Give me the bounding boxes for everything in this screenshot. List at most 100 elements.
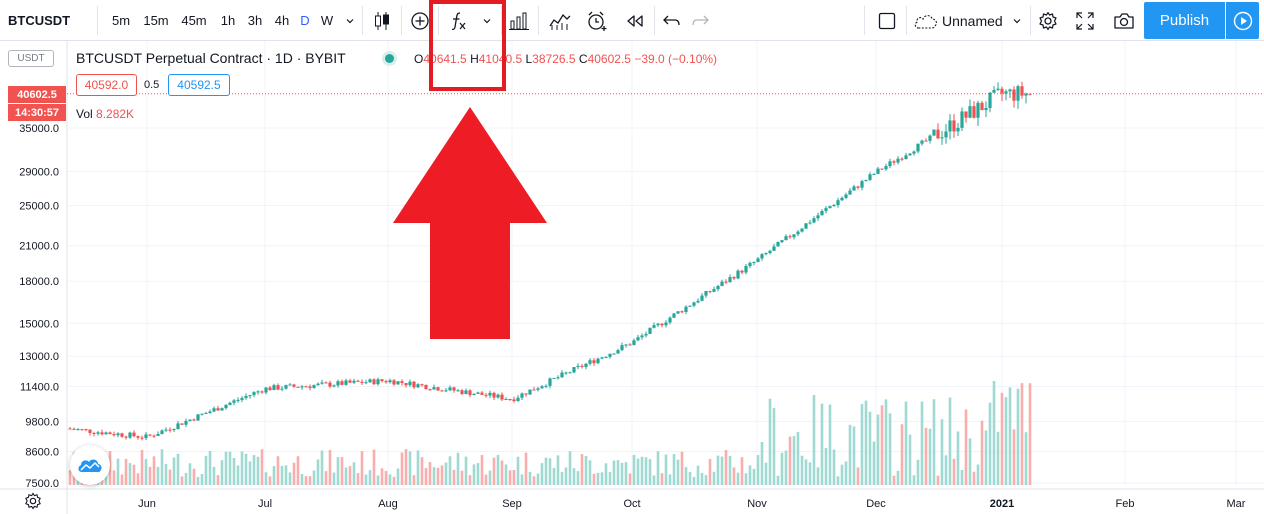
candle-body — [148, 434, 152, 436]
open-label: O — [414, 52, 424, 66]
volume-bar — [1016, 388, 1020, 485]
financials-button[interactable] — [505, 0, 533, 41]
sell-price-button[interactable]: 40592.0 — [76, 74, 137, 96]
publish-button[interactable]: Publish — [1144, 2, 1225, 39]
volume-bar — [876, 414, 880, 485]
candle-body — [880, 168, 884, 170]
currency-tag[interactable]: USDT — [8, 50, 54, 67]
volume-bar — [420, 457, 424, 485]
volume-bar — [376, 475, 380, 485]
volume-bar — [476, 463, 480, 485]
volume-bar — [1024, 432, 1028, 485]
volume-bar — [712, 471, 716, 485]
volume-bar — [756, 455, 760, 485]
volume-bar — [1012, 429, 1016, 485]
axis-settings-button[interactable] — [24, 492, 42, 514]
publish-video-button[interactable] — [1226, 2, 1259, 39]
candle-body — [716, 285, 720, 290]
candle-body — [552, 377, 556, 379]
ohlc-values: O40641.5 H41040.5 L38726.5 C40602.5 −39.… — [414, 52, 717, 66]
volume-bar — [632, 454, 636, 485]
replay-button[interactable] — [620, 0, 650, 41]
volume-bar — [752, 468, 756, 485]
layout-name[interactable]: Unnamed — [942, 12, 1003, 29]
timeframe-w[interactable]: W — [320, 13, 334, 28]
timeframe-15m[interactable]: 15m — [143, 13, 169, 28]
layout-dropdown[interactable] — [1008, 0, 1026, 41]
buy-price-button[interactable]: 40592.5 — [168, 74, 230, 96]
candle-body — [152, 435, 156, 437]
volume-bar — [608, 472, 612, 485]
toolbar-divider — [97, 6, 98, 35]
timeframe-45m[interactable]: 45m — [181, 13, 207, 28]
volume-bar — [112, 470, 116, 485]
volume-bar — [532, 476, 536, 485]
fullscreen-layout-button[interactable] — [874, 0, 900, 41]
volume-bar — [392, 476, 396, 485]
volume-bar — [572, 468, 576, 485]
volume-bar — [644, 457, 648, 485]
volume-bar — [316, 459, 320, 485]
volume-bar — [268, 476, 272, 485]
volume-bar — [500, 460, 504, 485]
toolbar-divider — [906, 6, 907, 35]
candle-body — [764, 253, 768, 255]
volume-bar — [992, 381, 996, 485]
candle-body — [772, 246, 776, 251]
timeframe-more-dropdown[interactable] — [342, 0, 358, 41]
candle-body — [228, 402, 232, 405]
candle-body — [116, 433, 120, 436]
indicators-dropdown[interactable] — [478, 0, 496, 41]
chevron-down-icon — [483, 18, 491, 23]
alert-button[interactable] — [582, 0, 612, 41]
candle-body — [784, 236, 788, 241]
volume-bar — [524, 452, 528, 485]
candle-body — [224, 404, 228, 409]
toolbar-divider — [362, 6, 363, 35]
candle-body — [332, 385, 336, 387]
candle-body — [568, 372, 572, 374]
candle-body — [304, 386, 308, 388]
candle-body — [700, 295, 704, 301]
settings-button[interactable] — [1034, 0, 1062, 41]
candle-body — [132, 432, 136, 437]
volume-bar — [620, 462, 624, 485]
undo-button[interactable] — [660, 0, 684, 41]
volume-value: 8.282K — [96, 107, 135, 121]
price-tick-label: 13000.0 — [19, 351, 59, 363]
candles-icon — [375, 11, 389, 30]
timeframe-5m[interactable]: 5m — [111, 13, 131, 28]
volume-bar — [984, 430, 988, 485]
compare-symbol-button[interactable] — [406, 0, 434, 41]
candle-body — [288, 384, 292, 386]
price-chart[interactable]: 35000.0 29000.0 25000.0 21000.0 18000.0 15000… — [0, 41, 1264, 514]
fullscreen-button[interactable] — [1071, 0, 1099, 41]
volume-bar — [1000, 392, 1004, 485]
candle-body — [172, 428, 176, 430]
timeframe-1h[interactable]: 1h — [220, 13, 236, 28]
candle-body — [816, 215, 820, 219]
timeframe-3h[interactable]: 3h — [247, 13, 263, 28]
chart-type-button[interactable] — [368, 0, 396, 41]
tradingview-logo-badge[interactable] — [70, 445, 110, 485]
candle-body — [632, 340, 636, 345]
low-label: L — [525, 52, 533, 66]
candle-body — [828, 206, 832, 209]
volume-bar — [648, 459, 652, 485]
volume-bar — [144, 459, 148, 485]
timeframe-4h[interactable]: 4h — [274, 13, 290, 28]
redo-button[interactable] — [688, 0, 712, 41]
snapshot-button[interactable] — [1109, 0, 1139, 41]
cloud-save-icon[interactable] — [912, 0, 940, 41]
candle-body — [480, 392, 484, 395]
timeframe-d[interactable]: D — [300, 13, 310, 28]
candle-body — [280, 388, 284, 390]
candle-body — [276, 385, 280, 390]
time-tick-label: Oct — [623, 498, 640, 510]
candle-body — [628, 344, 632, 346]
symbol-search-button[interactable]: BTCUSDT — [8, 13, 71, 28]
candle-body — [524, 393, 528, 395]
templates-button[interactable] — [545, 0, 575, 41]
candle-body — [796, 231, 800, 235]
indicators-button[interactable] — [444, 0, 474, 41]
